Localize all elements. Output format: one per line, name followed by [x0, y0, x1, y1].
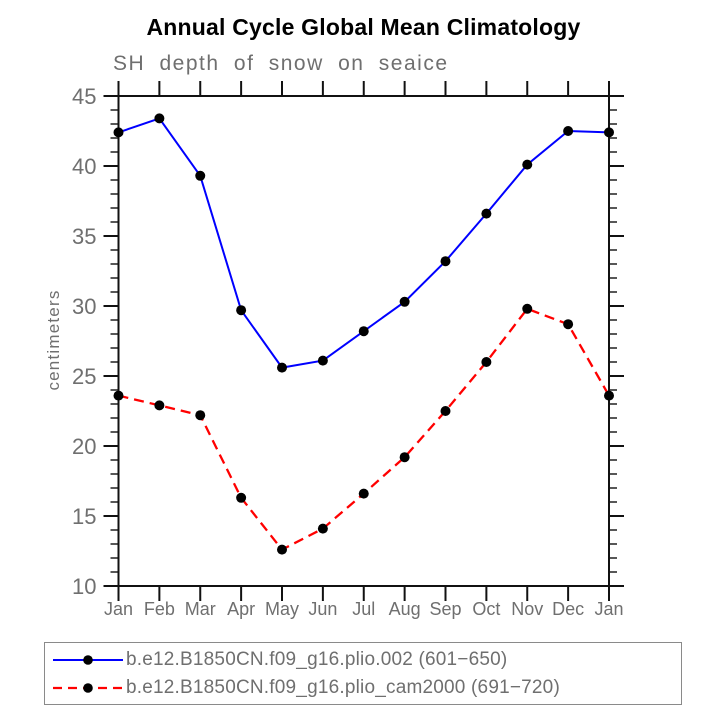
svg-text:40: 40: [72, 154, 96, 179]
legend-line-sample-dashed: [53, 682, 123, 693]
svg-text:Dec: Dec: [552, 599, 584, 619]
svg-text:Aug: Aug: [389, 599, 421, 619]
svg-text:Feb: Feb: [144, 599, 175, 619]
series-markers-1: [113, 113, 614, 373]
chart-title: Annual Cycle Global Mean Climatology: [146, 14, 581, 40]
svg-text:Sep: Sep: [429, 599, 461, 619]
legend-label-series-1: b.e12.B1850CN.f09_g16.plio.002 (601−650): [126, 648, 508, 670]
legend-label-series-2: b.e12.B1850CN.f09_g16.plio_cam2000 (691−…: [126, 676, 560, 698]
svg-text:Nov: Nov: [511, 599, 543, 619]
svg-text:Jun: Jun: [308, 599, 337, 619]
svg-text:25: 25: [72, 364, 96, 389]
svg-text:Jul: Jul: [352, 599, 375, 619]
svg-text:15: 15: [72, 504, 96, 529]
svg-text:20: 20: [72, 434, 96, 459]
legend-row-series-1: b.e12.B1850CN.f09_g16.plio.002 (601−650): [50, 646, 681, 674]
svg-text:May: May: [265, 599, 299, 619]
svg-text:Oct: Oct: [472, 599, 500, 619]
svg-text:35: 35: [72, 224, 96, 249]
legend: b.e12.B1850CN.f09_g16.plio.002 (601−650)…: [44, 642, 682, 705]
svg-text:Jan: Jan: [104, 599, 133, 619]
chart-subtitle: SH depth of snow on seaice: [113, 52, 449, 75]
svg-text:30: 30: [72, 294, 96, 319]
svg-text:45: 45: [72, 84, 96, 109]
series-line-2: [118, 307, 610, 552]
svg-text:Mar: Mar: [185, 599, 216, 619]
legend-row-series-2: b.e12.B1850CN.f09_g16.plio_cam2000 (691−…: [50, 674, 681, 702]
svg-text:Apr: Apr: [227, 599, 255, 619]
legend-line-sample-solid: [53, 654, 123, 665]
svg-text:10: 10: [72, 574, 96, 599]
svg-text:Jan: Jan: [594, 599, 623, 619]
series-markers-2: [113, 303, 614, 555]
